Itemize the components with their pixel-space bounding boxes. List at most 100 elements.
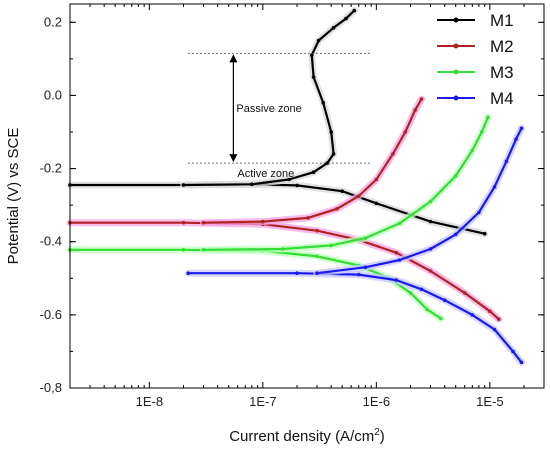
series-m1-point (316, 38, 321, 43)
series-m1-point (325, 161, 330, 165)
arrow-head-up (229, 54, 238, 63)
series-m4-point (492, 327, 497, 332)
series-m4-point (295, 271, 299, 276)
series-m3-point (315, 254, 319, 259)
series-m2-point (488, 309, 492, 314)
series-m1-point (329, 130, 334, 134)
x-tick-label: 1E-6 (363, 394, 390, 409)
series-m2-point (419, 97, 424, 101)
series-m3-point (428, 199, 433, 204)
legend-marker-m1 (453, 17, 459, 23)
plot-frame (69, 3, 545, 389)
series-m2-point (201, 220, 206, 225)
series-m4-point (511, 349, 515, 354)
series-m2-point (261, 219, 265, 224)
series-m3-point (439, 316, 443, 321)
y-tick-label: -0.2 (40, 161, 62, 176)
series-m2-point (497, 317, 501, 322)
y-tick-label: -0,8 (40, 380, 62, 395)
series-m2-anodic-line (203, 98, 423, 224)
series-m1-point (428, 219, 433, 224)
series-m4-point (514, 137, 518, 142)
series-m4-point (186, 271, 190, 276)
series-m1-point (250, 182, 254, 187)
series-m1-point (295, 183, 299, 188)
series-m1-point (340, 189, 345, 193)
series-m3-point (201, 248, 206, 252)
series-m2-point (391, 152, 395, 156)
series-m4-point (453, 232, 458, 237)
series-m3-point (480, 130, 484, 134)
x-axis-title-close: ) (380, 428, 385, 445)
series-layer (66, 7, 525, 366)
legend: M1 M2 M3 M4 (437, 11, 514, 108)
passive-zone-label: Passive zone (236, 103, 301, 115)
legend-label-m4: M4 (490, 89, 514, 108)
series-m4-point (492, 185, 497, 189)
series-m2-point (413, 108, 418, 112)
series-m2-point (403, 130, 408, 134)
series-m3-point (425, 307, 429, 312)
series-m3-point (486, 115, 490, 120)
series-m2-point (394, 250, 399, 255)
x-tick-label: 1E-7 (249, 394, 276, 409)
x-tick-label: 1E-5 (476, 394, 503, 409)
legend-label-m3: M3 (490, 63, 514, 82)
series-m2-point (315, 228, 319, 233)
series-m2-point (462, 291, 467, 295)
series-m2-point (357, 194, 361, 198)
x-axis-title-main: Current density (A/cm (229, 428, 374, 445)
ticks-layer: 1E-8 1E-7 1E-6 1E-5 0.2 0.0 -0.2 -0.4 -0.6 -0,8 (40, 4, 544, 409)
series-m4-point (519, 360, 524, 365)
annotation-layer: Passive zone Active zone (188, 52, 372, 180)
legend-marker-m3 (453, 69, 459, 75)
series-m1-point (482, 231, 487, 236)
series-m3-point (453, 174, 458, 178)
y-tick-label: -0.6 (40, 307, 62, 322)
series-m1-point (181, 183, 186, 187)
legend-marker-m4 (453, 95, 459, 101)
series-m1-point (331, 152, 336, 156)
series-m4-point (315, 271, 319, 276)
series-m2-point (335, 207, 339, 211)
series-m4-point (397, 258, 402, 262)
series-m1-point (331, 26, 336, 30)
series-m3-point (329, 243, 334, 248)
x-tick-label: 1E-8 (136, 394, 163, 409)
series-m3-point (181, 248, 186, 252)
series-m4-point (519, 126, 524, 131)
x-axis-title: Current density (A/cm2) (229, 427, 385, 445)
arrow-head-down (229, 154, 238, 163)
series-m3-point (363, 236, 368, 240)
series-m2-point (181, 220, 186, 225)
series-m3-point (470, 148, 475, 153)
series-m4-point (428, 247, 433, 251)
series-m3-anodic-line (203, 116, 489, 251)
y-axis-title: Potential (V) vs SCE (5, 128, 22, 265)
series-m4-point (442, 298, 447, 303)
y-tick-label: 0.0 (44, 87, 62, 102)
x-axis-title-sup: 2 (374, 427, 380, 438)
series-m4-point (394, 278, 399, 282)
legend-marker-m2 (453, 43, 459, 49)
series-m3-point (397, 221, 402, 226)
legend-label-m1: M1 (490, 11, 514, 30)
series-m1-point (344, 16, 348, 21)
series-m4-point (477, 210, 481, 215)
active-zone-label: Active zone (237, 168, 294, 180)
series-m4-point (363, 265, 368, 270)
series-m4-point (470, 313, 475, 317)
series-m1-anodic-line (183, 9, 356, 187)
series-m1-point (310, 53, 314, 57)
series-m1-point (287, 177, 291, 182)
series-m4-point (357, 272, 361, 277)
series-m3-point (408, 291, 413, 295)
series-m4-anodic-line (316, 127, 523, 275)
series-m1-point (352, 8, 357, 13)
y-tick-label: 0.2 (44, 14, 62, 29)
series-m2-point (428, 269, 433, 273)
series-m1-point (374, 201, 379, 206)
series-m1-point (321, 100, 326, 105)
series-m4-point (419, 287, 424, 292)
